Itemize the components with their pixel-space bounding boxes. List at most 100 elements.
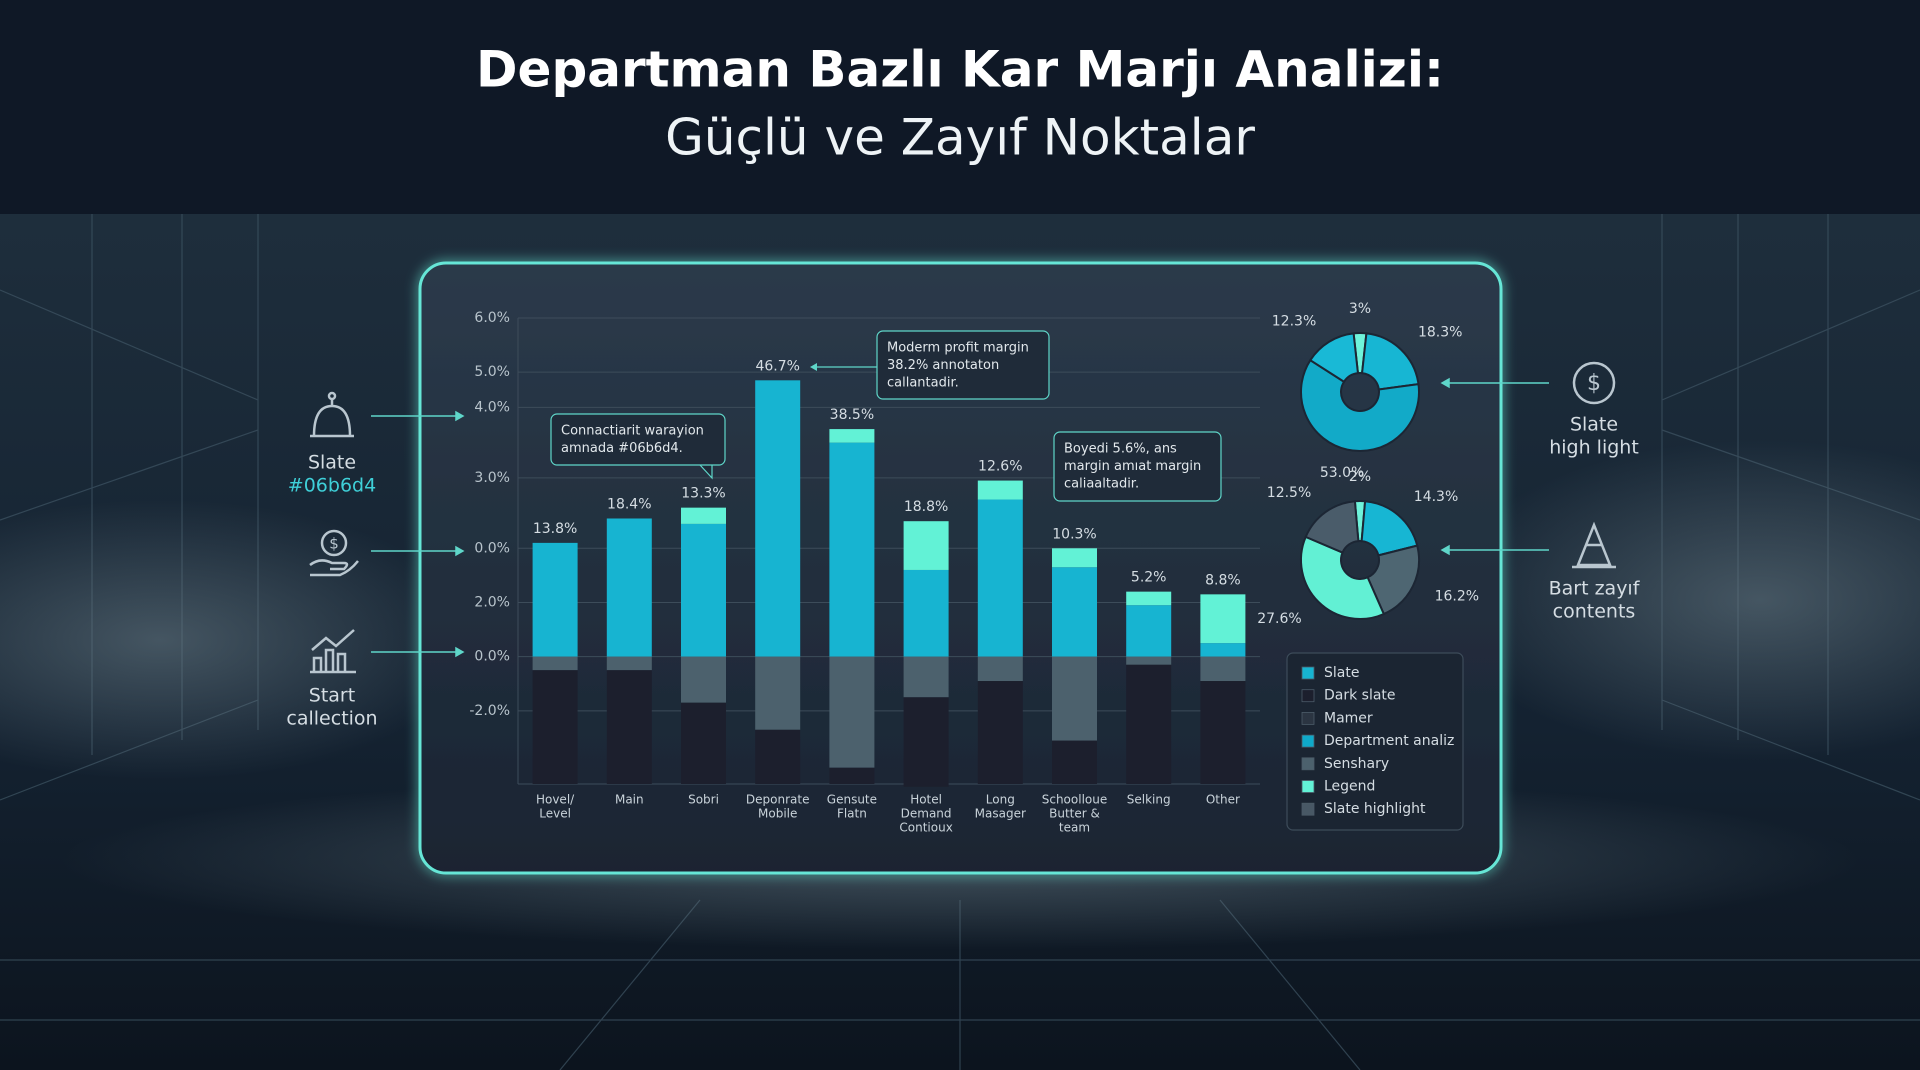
legend-label: Legend bbox=[1324, 779, 1375, 795]
bar-segment bbox=[681, 656, 726, 703]
subtitle: Güçlü ve Zayıf Noktalar bbox=[665, 109, 1255, 167]
side-label: Slate bbox=[1570, 414, 1618, 436]
bar-segment bbox=[1052, 567, 1097, 657]
legend-label: Slate bbox=[1324, 665, 1359, 681]
y-tick-label: 2.0% bbox=[474, 594, 510, 610]
callout-text: amnada #06b6d4. bbox=[561, 441, 683, 456]
bar-segment bbox=[755, 656, 801, 730]
icon-dollar-sign: $ bbox=[329, 535, 339, 553]
bar-segment bbox=[532, 542, 578, 657]
side-label: Start bbox=[309, 685, 355, 707]
callout-box bbox=[876, 330, 1050, 400]
y-tick-label: 4.0% bbox=[474, 399, 510, 415]
pie-label: 16.2% bbox=[1435, 588, 1479, 604]
pie-label: 12.3% bbox=[1272, 313, 1316, 329]
pie-slice bbox=[1360, 500, 1419, 557]
callout-text: callantadir. bbox=[887, 376, 959, 391]
bar-segment bbox=[903, 697, 949, 787]
bar-segment bbox=[532, 656, 578, 671]
legend-swatch bbox=[1301, 666, 1315, 680]
bar-segment bbox=[1052, 656, 1097, 741]
bar-segment bbox=[1126, 656, 1172, 665]
x-tick-label: Level bbox=[539, 807, 571, 821]
bar-segment bbox=[606, 670, 652, 784]
x-tick-label: Selking bbox=[1127, 793, 1171, 807]
y-tick-label: 0.0% bbox=[474, 649, 510, 665]
callout-text: 38.2% annotaton bbox=[887, 358, 999, 373]
x-tick-label: Schoolloue bbox=[1042, 793, 1108, 807]
bar-segment bbox=[606, 656, 652, 671]
icon-hand-dollar bbox=[309, 529, 359, 577]
pie-slice bbox=[1300, 535, 1386, 621]
bar-segment bbox=[1126, 605, 1172, 657]
callout-text: Boyedi 5.6%, ans bbox=[1064, 442, 1177, 457]
title: Departman Bazlı Kar Marjı Analizi: bbox=[476, 41, 1444, 99]
callout-pointer bbox=[699, 464, 713, 480]
bar-segment bbox=[977, 681, 1023, 784]
pie-label: 27.6% bbox=[1257, 611, 1301, 627]
fog bbox=[0, 500, 480, 780]
legend-swatch bbox=[1301, 712, 1315, 725]
connector-arrows bbox=[371, 377, 1549, 658]
bar-label: 12.6% bbox=[978, 459, 1022, 475]
x-tick-label: Sobri bbox=[688, 793, 719, 807]
legend-label: Department analiz bbox=[1324, 733, 1454, 749]
legend-swatch bbox=[1301, 780, 1315, 793]
bar-segment bbox=[903, 521, 949, 570]
x-tick-label: Hotel bbox=[910, 793, 942, 807]
x-tick-label: Long bbox=[986, 793, 1015, 807]
x-tick-label: Other bbox=[1206, 793, 1240, 807]
bar-segment bbox=[1052, 740, 1097, 784]
y-tick-label: 6.0% bbox=[474, 310, 510, 326]
bar-segment bbox=[1200, 656, 1246, 682]
bar-segment bbox=[1200, 681, 1246, 784]
callout-text: caliaaltadir. bbox=[1064, 477, 1139, 492]
legend-swatch bbox=[1301, 734, 1315, 748]
bar-segment bbox=[829, 442, 875, 657]
callout-box bbox=[550, 413, 726, 466]
y-tick-label: 3.0% bbox=[474, 470, 510, 486]
x-tick-label: Main bbox=[615, 793, 644, 807]
side-label: high light bbox=[1549, 437, 1639, 459]
legend-swatch bbox=[1301, 757, 1315, 771]
x-tick-label: Gensute bbox=[827, 793, 877, 807]
callout-box bbox=[1053, 431, 1222, 502]
icon-cone bbox=[1572, 521, 1616, 569]
callout-pointer bbox=[810, 363, 817, 371]
pie-label: 3% bbox=[1349, 301, 1371, 317]
icon-chart bbox=[310, 629, 356, 674]
side-label: #06b6d4 bbox=[288, 475, 376, 497]
icon-dollar bbox=[1572, 361, 1616, 405]
y-tick-label: -2.0% bbox=[469, 703, 510, 719]
x-tick-label: Contioux bbox=[899, 821, 952, 835]
bar-segment bbox=[681, 702, 726, 784]
x-tick-label: team bbox=[1059, 821, 1090, 835]
bar-label: 18.4% bbox=[607, 496, 651, 512]
x-tick-label: Mobile bbox=[758, 807, 797, 821]
callout-text: Connactiarit warayion bbox=[561, 424, 704, 439]
legend-swatch bbox=[1301, 689, 1315, 703]
y-tick-label: 5.0% bbox=[474, 364, 510, 380]
bar-segment bbox=[977, 480, 1023, 500]
x-tick-label: Masager bbox=[975, 807, 1026, 821]
x-tick-label: Deponrate bbox=[746, 793, 810, 807]
pie-slice bbox=[1308, 332, 1360, 384]
x-tick-label: Butter & bbox=[1049, 807, 1100, 821]
pie-label: 12.5% bbox=[1267, 485, 1311, 501]
bar-label: 10.3% bbox=[1052, 526, 1096, 542]
pie-slice bbox=[1300, 358, 1420, 452]
bar-segment bbox=[755, 729, 801, 784]
bar-segment bbox=[977, 656, 1023, 682]
bar-segment bbox=[903, 569, 949, 657]
x-tick-label: Hovel/ bbox=[536, 793, 575, 807]
legend-label: Dark slate bbox=[1324, 688, 1396, 704]
bar-segment bbox=[681, 507, 726, 524]
pie-slice bbox=[1304, 500, 1360, 554]
pie-label: 53.0% bbox=[1320, 465, 1364, 481]
y-tick-label: 0.0% bbox=[474, 540, 510, 556]
bar-segment bbox=[977, 499, 1023, 657]
callout-text: margin amıat margin bbox=[1064, 459, 1201, 474]
bar-segment bbox=[1052, 548, 1097, 568]
